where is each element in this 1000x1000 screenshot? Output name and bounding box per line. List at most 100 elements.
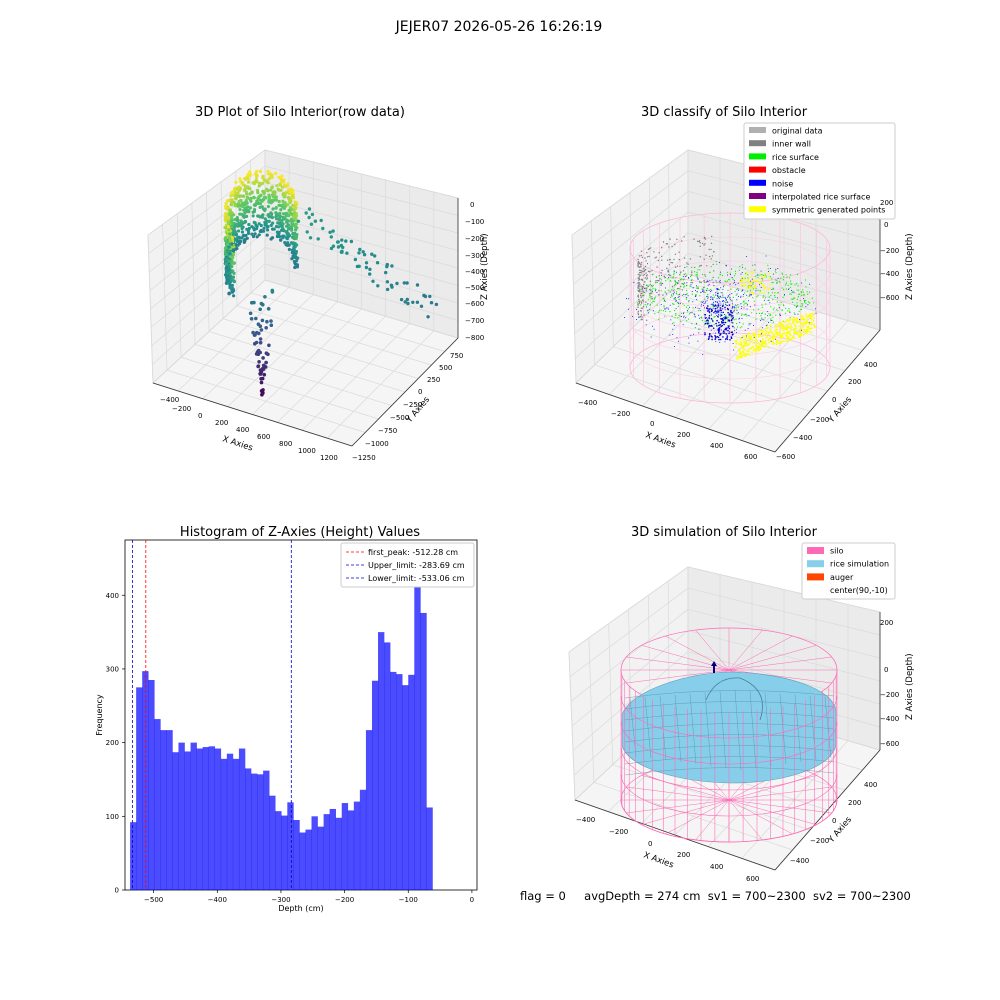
rice-point	[775, 309, 778, 311]
x-tick-label: 0	[470, 896, 474, 904]
scatter-point	[248, 197, 252, 201]
symmetric-point	[749, 292, 752, 295]
scatter-point	[246, 180, 251, 184]
symmetric-point	[740, 284, 743, 287]
silo-bottom-front	[620, 799, 838, 843]
rice-point	[766, 324, 768, 326]
rice-point	[772, 321, 775, 323]
raw-y-tick: −250	[403, 401, 422, 409]
noise-point	[697, 278, 699, 280]
silo-roof-spoke	[728, 656, 832, 671]
symmetric-point	[808, 328, 811, 330]
classify-y-ticks: −600 −400 −200 0 200 400	[776, 361, 877, 461]
noise-point	[710, 303, 712, 305]
wall-point	[643, 283, 645, 286]
wall-point	[658, 275, 660, 277]
rice-point	[671, 289, 673, 291]
symmetric-point	[798, 321, 801, 324]
raw-y-tick: 0	[418, 388, 422, 396]
rice-point	[644, 304, 646, 306]
rice-point	[757, 295, 759, 297]
rice-point	[784, 307, 787, 309]
symmetric-point	[749, 347, 752, 350]
scatter-point	[403, 300, 407, 304]
noise-point	[748, 300, 749, 302]
rice-point	[670, 296, 672, 298]
scatter-point	[357, 264, 361, 268]
symmetric-point	[761, 329, 764, 332]
noise-point	[771, 288, 773, 290]
wall-point	[696, 240, 699, 242]
noise-point	[718, 329, 721, 331]
rice-point	[801, 305, 803, 307]
rice-point	[675, 312, 677, 315]
scatter-point	[258, 169, 263, 174]
wall-point	[647, 256, 649, 258]
symmetric-point	[759, 345, 761, 348]
scatter-point	[278, 211, 282, 216]
rice-point	[736, 313, 738, 315]
wall-point	[698, 241, 700, 243]
raw-x-tick: −400	[160, 396, 179, 404]
rice-point	[689, 285, 691, 287]
scatter-point	[261, 366, 265, 371]
wall-point	[640, 290, 642, 292]
scatter-point	[232, 294, 236, 298]
rice-point	[683, 304, 685, 306]
rice-point	[730, 288, 732, 290]
rice-point	[651, 292, 653, 294]
scatter-point	[234, 180, 238, 184]
rice-point	[790, 280, 792, 282]
scatter-point	[233, 224, 237, 229]
classify-y-tick: −600	[776, 453, 795, 461]
noise-point	[712, 303, 714, 305]
noise-point	[740, 273, 742, 275]
noise-point	[735, 328, 737, 330]
noise-point	[720, 314, 723, 317]
scatter-point	[307, 215, 311, 220]
rice-point	[791, 283, 793, 285]
symmetric-point	[768, 277, 770, 280]
wall-point	[710, 258, 712, 260]
simulation-x-tick: −200	[609, 828, 628, 836]
noise-point	[670, 294, 672, 296]
classify-z-ticks: 200 0 −200 −400 −600	[880, 199, 899, 302]
scatter-point	[328, 230, 332, 234]
classify-y-tick: 200	[848, 378, 861, 386]
wall-point	[637, 312, 639, 314]
grid-line	[571, 630, 689, 727]
noise-point	[723, 332, 726, 334]
wall-point	[640, 294, 642, 297]
scatter-point	[227, 292, 231, 296]
wall-point	[660, 272, 662, 274]
scatter-point	[291, 190, 295, 194]
classify-x-tick: 600	[744, 453, 757, 461]
x-tick-label: −500	[144, 896, 163, 904]
scatter-point	[275, 217, 279, 221]
rice-point	[758, 274, 760, 276]
symmetric-point	[744, 284, 747, 286]
noise-point	[679, 302, 681, 304]
rice-point	[654, 296, 657, 298]
noise-point	[696, 299, 698, 301]
wall-point	[663, 275, 665, 278]
symmetric-point	[801, 315, 804, 317]
scatter-point	[257, 195, 261, 199]
simulation-x-tick: 400	[710, 863, 723, 871]
histogram-bar	[214, 748, 222, 890]
rice-point	[647, 309, 649, 311]
y-tick-label: 200	[106, 739, 119, 747]
symmetric-point	[761, 338, 764, 340]
scatter-point	[305, 230, 309, 234]
scatter-point	[228, 280, 233, 284]
rice-point	[677, 294, 679, 296]
noise-point	[689, 306, 690, 308]
symmetric-point	[735, 342, 738, 345]
scatter-point	[411, 300, 415, 304]
histogram-bar	[287, 802, 294, 890]
rice-point	[764, 313, 766, 315]
scatter-point	[260, 390, 265, 395]
histogram-bar	[311, 816, 318, 890]
scatter-point	[353, 257, 358, 262]
symmetric-point	[762, 283, 765, 286]
